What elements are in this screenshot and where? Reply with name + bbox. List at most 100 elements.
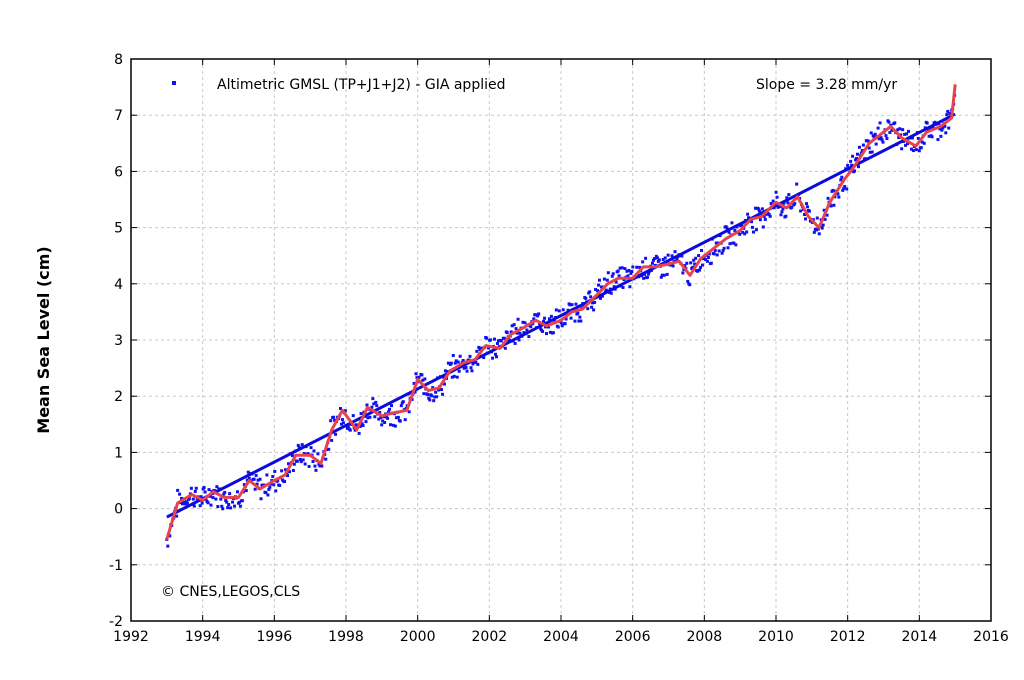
data-point [357,431,361,435]
data-point [812,230,816,234]
data-point [683,264,687,268]
data-point [338,407,342,411]
data-point [747,216,751,220]
data-point [878,121,882,125]
data-point [517,338,521,342]
data-point [940,128,944,132]
data-point [183,502,187,506]
data-point [751,225,755,229]
data-point [627,268,631,272]
data-point [897,136,901,140]
data-point [945,113,949,117]
data-point [666,253,670,257]
data-point [761,225,765,229]
data-point [823,217,827,221]
data-point [340,418,344,422]
data-point [266,493,270,497]
data-point [333,418,337,422]
data-point [537,312,541,316]
data-point [786,201,790,205]
legend-label: Altimetric GMSL (TP+J1+J2) - GIA applied [217,77,505,93]
data-point [225,500,229,504]
data-point [661,258,665,262]
data-point [730,221,734,225]
data-point [543,316,547,320]
data-point [592,308,596,312]
data-point [872,135,876,139]
data-point [605,278,609,282]
data-point [187,496,191,500]
data-point [551,331,555,335]
y-tick-label: 3 [114,333,123,349]
data-point [454,359,458,363]
data-point [775,195,779,199]
data-point [556,325,560,329]
data-point [441,392,445,396]
data-point [946,109,950,113]
data-point [884,134,888,138]
data-point [877,137,881,141]
data-point [665,272,669,276]
data-point [440,388,444,392]
data-point [178,492,182,496]
data-point [268,485,272,489]
data-point [222,492,226,496]
data-point [431,386,435,390]
data-point [781,207,785,211]
data-point [458,354,462,358]
data-point [237,500,241,504]
data-point [840,175,844,179]
data-point [233,504,237,508]
data-point [654,254,658,258]
data-point [738,232,742,236]
data-point [389,404,393,408]
data-point [247,476,251,480]
data-point [842,186,846,190]
slope-annotation: Slope = 3.28 mm/yr [756,77,897,93]
data-point [464,366,468,370]
data-point [930,135,934,139]
data-point [599,285,603,289]
data-point [625,269,629,273]
data-point [204,498,208,502]
data-point [656,259,660,263]
data-point [604,288,608,292]
data-point [415,376,419,380]
data-point [919,146,923,150]
data-point [330,438,334,442]
data-point [393,424,397,428]
data-point [774,190,778,194]
data-point [228,492,232,496]
data-point [693,262,697,266]
data-point [176,488,180,492]
data-point [495,341,499,345]
data-point [686,279,690,283]
data-point [421,378,425,382]
data-point [609,291,613,295]
data-point [559,321,563,325]
data-point [168,534,172,538]
data-point [368,415,372,419]
data-point [451,353,455,357]
data-point [586,307,590,311]
data-point [647,272,651,276]
data-point [850,163,854,167]
data-point [713,249,717,253]
data-point [646,275,650,279]
data-point [611,272,615,276]
data-point [391,423,395,427]
data-point [746,212,750,216]
data-point [584,296,588,300]
data-point [434,390,438,394]
data-point [209,503,213,507]
data-point [771,199,775,203]
data-point [238,504,242,508]
data-point [564,317,568,321]
data-point [563,322,567,326]
data-point [573,319,577,323]
data-point [873,132,877,136]
data-point [244,489,248,493]
data-point [868,150,872,154]
data-point [795,182,799,186]
data-point [346,425,350,429]
